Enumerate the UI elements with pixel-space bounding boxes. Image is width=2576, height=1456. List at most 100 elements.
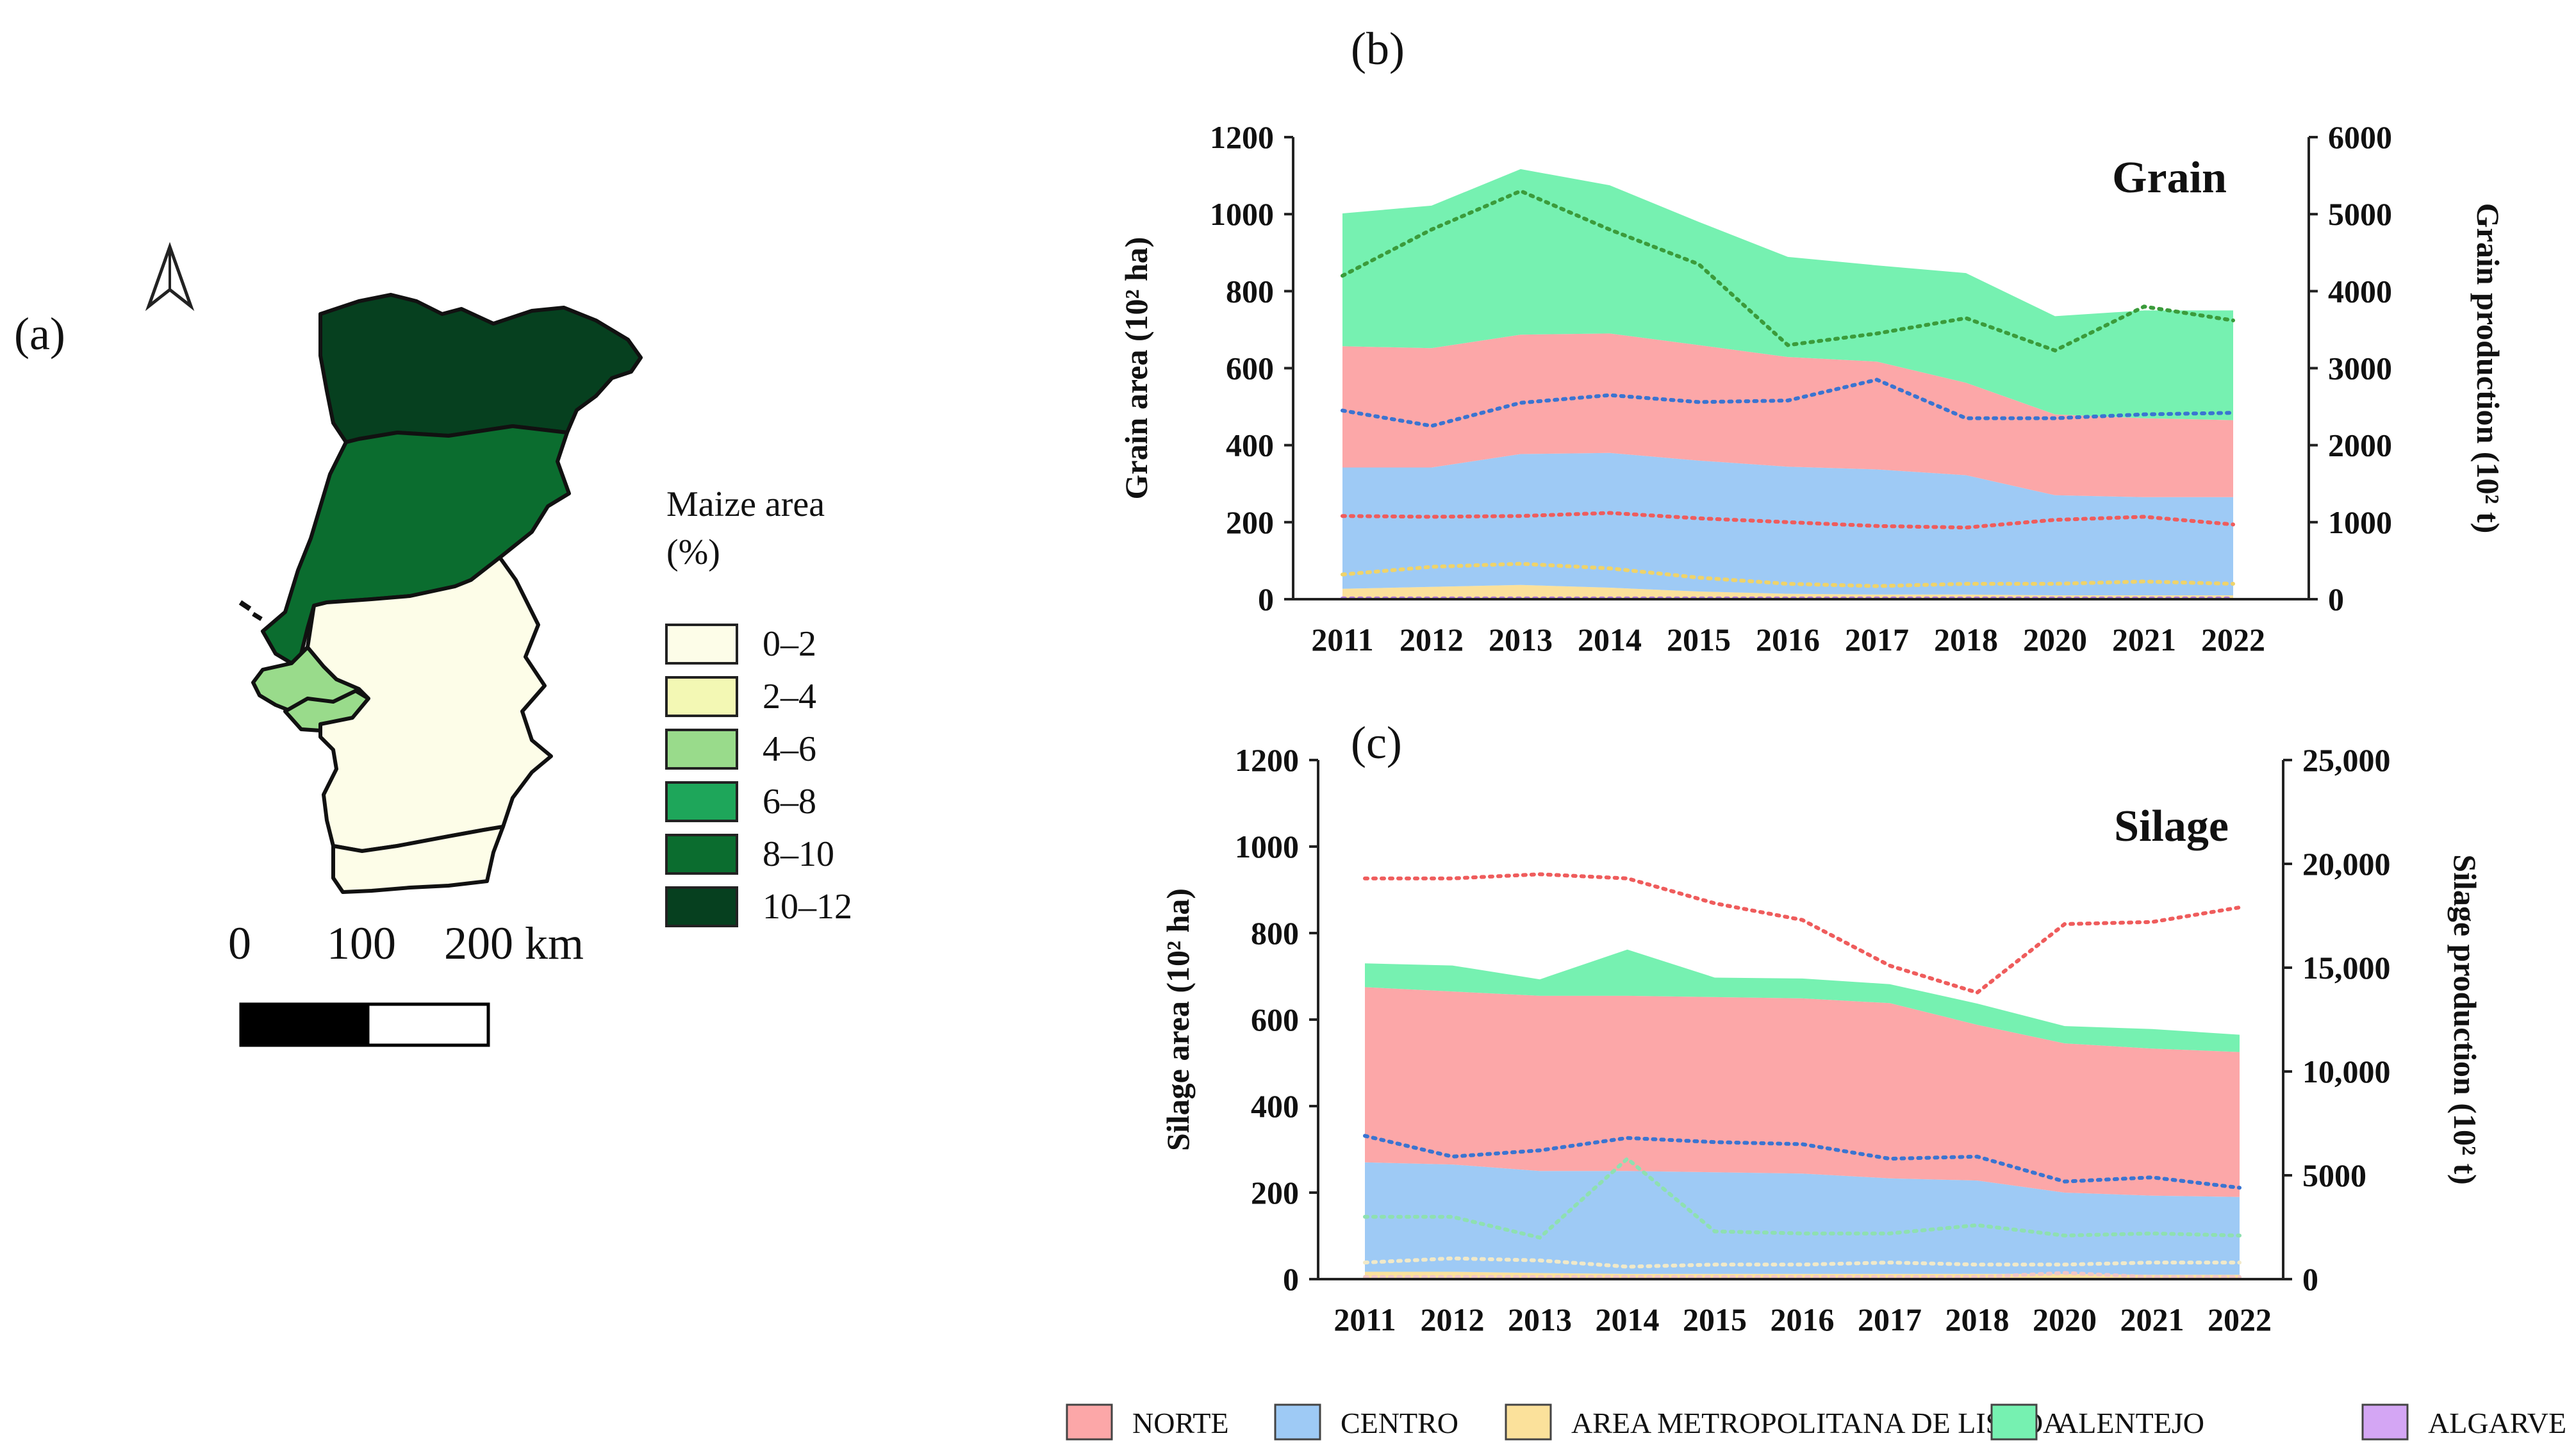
legend-label: ALENTEJO bbox=[2057, 1407, 2204, 1439]
scale-label-100: 100 bbox=[327, 918, 396, 969]
legend-swatch-alentejo bbox=[1990, 1403, 2038, 1441]
y2-tick-label: 4000 bbox=[2328, 273, 2392, 309]
production-line-algarve bbox=[1363, 1271, 2242, 1279]
y-axis-label: Grain area (10² ha) bbox=[1118, 237, 1154, 500]
x-tick-label: 2018 bbox=[1945, 1302, 2010, 1337]
y2-tick-label: 25,000 bbox=[2302, 742, 2391, 778]
x-tick-label: 2017 bbox=[1858, 1302, 1922, 1337]
area-series-centro bbox=[1342, 452, 2233, 595]
area-series-norte bbox=[1365, 987, 2240, 1197]
map-legend-label: 6–8 bbox=[763, 782, 816, 822]
chart-silage: (c) 0 200 400 600 800 1000 1200 0 5000 10,000 15,0… bbox=[1160, 717, 2483, 1337]
x-tick-label: 2022 bbox=[2201, 622, 2265, 658]
map-legend-title: Maize area bbox=[666, 484, 825, 524]
map-legend-swatch bbox=[665, 781, 738, 822]
chart-title: Silage bbox=[2114, 802, 2229, 851]
y-tick-label: 200 bbox=[1251, 1175, 1299, 1211]
y2-tick-label: 2000 bbox=[2328, 427, 2392, 463]
y-axis-label: Silage area (10² ha) bbox=[1160, 888, 1196, 1151]
map-legend-swatch bbox=[665, 624, 738, 665]
x-tick-label: 2017 bbox=[1845, 622, 1909, 658]
y2-tick-label: 5000 bbox=[2328, 196, 2392, 232]
y2-tick-label: 20,000 bbox=[2302, 846, 2391, 882]
y-tick-label: 0 bbox=[1258, 581, 1274, 617]
area-series-centro bbox=[1365, 1162, 2240, 1275]
production-line-centro bbox=[1363, 1134, 2242, 1190]
chart-title: Grain bbox=[2112, 153, 2227, 203]
production-line-alentejo bbox=[1341, 188, 2235, 353]
map-legend-label: 2–4 bbox=[763, 677, 816, 716]
y2-tick-label: 3000 bbox=[2328, 351, 2392, 386]
legend-swatch-norte bbox=[1066, 1403, 1113, 1441]
y2-tick-label: 15,000 bbox=[2302, 950, 2391, 986]
series-legend: NORTE CENTRO AREA METROPOLITANA DE LISBOAA… bbox=[1066, 1403, 2566, 1441]
y-tick-label: 1000 bbox=[1210, 196, 1274, 232]
legend-label: AREA METROPOLITANA DE LISBOA bbox=[1571, 1407, 2064, 1439]
x-tick-label: 2021 bbox=[2112, 622, 2176, 658]
scale-label-200: 200 km bbox=[444, 918, 584, 969]
chart-grain: (b) 0 200 400 600 800 1000 1200 0 1000 2000 3000 40… bbox=[1118, 23, 2506, 658]
map-islet bbox=[252, 612, 263, 621]
x-tick-label: 2020 bbox=[2033, 1302, 2097, 1337]
legend-swatch-centro bbox=[1274, 1403, 1321, 1441]
map-legend-label: 4–6 bbox=[763, 729, 816, 769]
map-legend-swatch bbox=[665, 834, 738, 875]
x-tick-label: 2013 bbox=[1508, 1302, 1572, 1337]
y-tick-label: 600 bbox=[1251, 1002, 1299, 1038]
y2-axis-label: Grain production (10² t) bbox=[2470, 203, 2506, 533]
map-region-norte bbox=[318, 293, 643, 444]
map-panel: (a) Maize area (%) 0–2 2–4 4–6 6–8 8–10 10–12… bbox=[14, 242, 852, 1047]
legend-swatch-algarve bbox=[2361, 1403, 2409, 1441]
x-tick-label: 2021 bbox=[2120, 1302, 2184, 1337]
y2-tick-label: 5000 bbox=[2302, 1157, 2366, 1193]
area-series-area-metropolitana-de-lisboa bbox=[1342, 584, 2233, 599]
y-tick-label: 200 bbox=[1226, 504, 1274, 540]
x-tick-label: 2012 bbox=[1399, 622, 1464, 658]
y-tick-label: 1200 bbox=[1235, 742, 1299, 778]
map-islet bbox=[238, 600, 252, 611]
x-tick-label: 2016 bbox=[1771, 1302, 1835, 1337]
y-tick-label: 400 bbox=[1251, 1088, 1299, 1124]
panel-label-c: (c) bbox=[1351, 717, 1402, 768]
x-tick-label: 2022 bbox=[2208, 1302, 2272, 1337]
legend-label: NORTE bbox=[1132, 1407, 1229, 1439]
x-tick-label: 2018 bbox=[1934, 622, 1998, 658]
legend-swatch-area-metropolitana-de-lisboa bbox=[1505, 1403, 1552, 1441]
scale-label-0: 0 bbox=[228, 918, 251, 969]
y-tick-label: 400 bbox=[1226, 427, 1274, 463]
x-tick-label: 2013 bbox=[1489, 622, 1553, 658]
x-tick-label: 2012 bbox=[1421, 1302, 1485, 1337]
y-tick-label: 1200 bbox=[1210, 119, 1274, 155]
x-tick-label: 2014 bbox=[1578, 622, 1642, 658]
panel-label-a: (a) bbox=[14, 308, 65, 360]
area-series-norte bbox=[1342, 333, 2233, 497]
map-legend-label: 10–12 bbox=[763, 887, 852, 927]
area-series-alentejo bbox=[1342, 169, 2233, 420]
production-line-area-metropolitana-de-lisboa bbox=[1363, 1256, 2242, 1269]
north-arrow-icon bbox=[145, 242, 195, 311]
map-legend-label: 0–2 bbox=[763, 624, 816, 664]
x-tick-label: 2011 bbox=[1333, 1302, 1396, 1337]
y2-tick-label: 10,000 bbox=[2302, 1054, 2391, 1089]
panel-label-b: (b) bbox=[1351, 23, 1405, 74]
scale-bar-black bbox=[239, 1002, 370, 1047]
map-region-algarve bbox=[331, 825, 505, 894]
legend-label: ALGARVE bbox=[2428, 1407, 2566, 1439]
production-line-norte bbox=[1363, 872, 2242, 995]
y2-tick-label: 1000 bbox=[2328, 504, 2392, 540]
y-tick-label: 1000 bbox=[1235, 829, 1299, 864]
map-legend-swatch bbox=[665, 729, 738, 770]
y2-tick-label: 6000 bbox=[2328, 119, 2392, 155]
y-tick-label: 600 bbox=[1226, 351, 1274, 386]
scale-bar-white bbox=[366, 1002, 490, 1047]
x-tick-label: 2015 bbox=[1667, 622, 1731, 658]
x-tick-label: 2015 bbox=[1683, 1302, 1747, 1337]
scale-bar: 0 100 200 km bbox=[228, 918, 584, 1047]
map-legend: Maize area (%) 0–2 2–4 4–6 6–8 8–10 10–12 bbox=[665, 484, 852, 927]
legend-label: CENTRO bbox=[1341, 1407, 1458, 1439]
y2-tick-label: 0 bbox=[2302, 1261, 2318, 1297]
production-line-area-metropolitana-de-lisboa bbox=[1341, 561, 2235, 588]
y-tick-label: 0 bbox=[1283, 1261, 1299, 1297]
x-tick-label: 2020 bbox=[2023, 622, 2087, 658]
